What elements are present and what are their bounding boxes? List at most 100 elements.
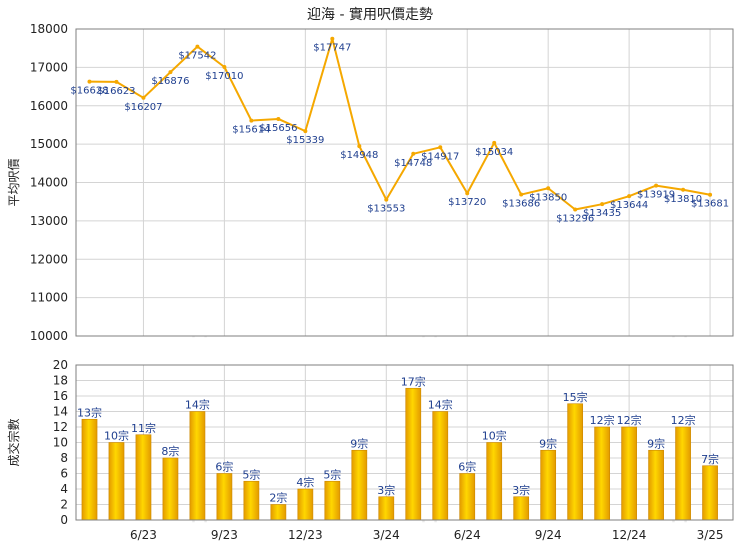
x-tick-label: 9/23 — [211, 528, 238, 542]
price-point — [303, 129, 308, 134]
price-tick-label: 18000 — [30, 22, 68, 36]
count-tick-label: 14 — [53, 405, 68, 419]
count-data-label: 6宗 — [458, 460, 476, 474]
price-data-label: $13850 — [529, 192, 567, 203]
count-bar — [324, 480, 341, 521]
count-data-label: 9宗 — [539, 436, 557, 450]
price-data-label: $13644 — [610, 200, 648, 211]
count-bar — [405, 387, 422, 521]
count-data-label: 6宗 — [215, 460, 233, 474]
count-tick-label: 20 — [53, 358, 68, 372]
count-bar — [135, 434, 152, 521]
price-data-label: $17542 — [178, 51, 216, 62]
price-data-label: $14948 — [340, 150, 378, 161]
price-point — [357, 144, 362, 149]
count-data-label: 11宗 — [131, 421, 156, 435]
price-data-label: $17747 — [313, 43, 351, 54]
price-data-label: $13720 — [448, 197, 486, 208]
count-data-label: 3宗 — [512, 483, 530, 497]
count-bar — [189, 411, 206, 521]
count-data-label: 10宗 — [482, 429, 507, 443]
count-data-label: 14宗 — [185, 398, 210, 412]
price-data-label: $17010 — [205, 71, 243, 82]
count-data-label: 3宗 — [377, 483, 395, 497]
count-y-axis-label: 成交宗數 — [6, 418, 21, 466]
count-data-label: 9宗 — [647, 436, 665, 450]
count-bar — [486, 442, 503, 521]
price-tick-label: 14000 — [30, 176, 68, 190]
price-point — [438, 145, 443, 150]
price-tick-label: 11000 — [30, 291, 68, 305]
count-data-label: 9宗 — [350, 436, 368, 450]
price-data-label: $16876 — [151, 76, 189, 87]
count-data-label: 12宗 — [590, 413, 615, 427]
price-plot: 10000 11000 12000 13000 14000 15000 16000 17000… — [7, 22, 734, 343]
count-bar — [243, 480, 260, 521]
count-data-label: 17宗 — [401, 374, 426, 388]
price-point — [654, 183, 659, 188]
price-point — [330, 36, 335, 41]
price-point — [519, 192, 524, 197]
price-tick-label: 17000 — [30, 60, 68, 74]
count-tick-label: 8 — [60, 451, 68, 465]
count-bar — [513, 496, 530, 521]
count-bar — [81, 418, 98, 521]
count-data-label: 12宗 — [671, 413, 696, 427]
price-point — [141, 95, 146, 100]
x-tick-label: 3/25 — [697, 528, 724, 542]
count-data-label: 10宗 — [104, 429, 129, 443]
chart-title: 迎海 - 實用呎價走勢 — [307, 6, 433, 23]
count-bar — [378, 496, 395, 521]
count-plot-frame — [75, 364, 734, 521]
count-tick-label: 12 — [53, 420, 68, 434]
price-data-label: $15339 — [286, 135, 324, 146]
count-bar — [297, 488, 314, 521]
x-tick-label: 6/24 — [454, 528, 481, 542]
price-point — [465, 191, 470, 196]
count-data-label: 5宗 — [242, 467, 260, 481]
price-data-label: $16623 — [97, 86, 135, 97]
count-tick-label: 10 — [53, 436, 68, 450]
price-point — [195, 44, 200, 49]
price-plot-frame — [75, 28, 734, 337]
price-data-label: $13296 — [556, 214, 594, 225]
price-data-label: $13435 — [583, 208, 621, 219]
count-bar — [648, 449, 664, 521]
x-tick-label: 12/23 — [288, 528, 323, 542]
count-tick-label: 16 — [53, 389, 68, 403]
price-data-label: $13686 — [502, 199, 540, 210]
price-data-label: $16207 — [124, 102, 162, 113]
price-data-label: $14748 — [394, 158, 432, 169]
price-point — [114, 79, 119, 84]
price-point — [276, 116, 281, 121]
count-bar — [216, 473, 233, 521]
x-tick-label: 6/23 — [130, 528, 157, 542]
count-data-label: 12宗 — [617, 413, 642, 427]
price-tick-label: 15000 — [30, 137, 68, 151]
count-tick-label: 4 — [60, 482, 68, 496]
price-tick-label: 16000 — [30, 99, 68, 113]
price-point — [87, 79, 92, 84]
count-data-label: 2宗 — [269, 491, 287, 505]
price-point — [546, 186, 551, 191]
price-data-label: $16628 — [70, 86, 108, 97]
price-point — [168, 70, 173, 75]
count-data-label: 8宗 — [161, 444, 179, 458]
price-tick-label: 12000 — [30, 252, 68, 266]
price-point — [708, 192, 713, 197]
price-data-label: $13919 — [637, 190, 675, 201]
price-series-line — [89, 37, 711, 211]
price-data-label: $15656 — [259, 123, 297, 134]
price-point — [681, 187, 686, 192]
price-point — [492, 140, 497, 145]
price-data-label: $13553 — [367, 204, 405, 215]
count-tick-label: 6 — [60, 467, 68, 481]
price-data-label: $15614 — [232, 125, 270, 136]
x-tick-label: 3/24 — [373, 528, 400, 542]
count-bar — [675, 426, 691, 521]
count-bar — [594, 426, 610, 521]
count-data-label: 5宗 — [323, 467, 341, 481]
